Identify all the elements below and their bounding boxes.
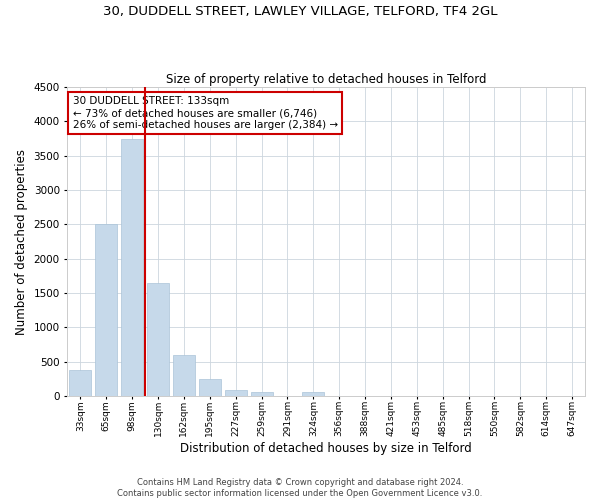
- Bar: [121, 138, 143, 396]
- Bar: [251, 392, 272, 396]
- Title: Size of property relative to detached houses in Telford: Size of property relative to detached ho…: [166, 73, 487, 86]
- Bar: [302, 392, 324, 396]
- Text: Contains HM Land Registry data © Crown copyright and database right 2024.
Contai: Contains HM Land Registry data © Crown c…: [118, 478, 482, 498]
- Bar: [224, 390, 247, 396]
- Bar: [199, 380, 221, 396]
- Bar: [95, 224, 117, 396]
- Bar: [70, 370, 91, 396]
- Text: 30, DUDDELL STREET, LAWLEY VILLAGE, TELFORD, TF4 2GL: 30, DUDDELL STREET, LAWLEY VILLAGE, TELF…: [103, 5, 497, 18]
- Y-axis label: Number of detached properties: Number of detached properties: [15, 148, 28, 334]
- Bar: [173, 354, 195, 396]
- Bar: [147, 284, 169, 396]
- Text: 30 DUDDELL STREET: 133sqm
← 73% of detached houses are smaller (6,746)
26% of se: 30 DUDDELL STREET: 133sqm ← 73% of detac…: [73, 96, 338, 130]
- X-axis label: Distribution of detached houses by size in Telford: Distribution of detached houses by size …: [181, 442, 472, 455]
